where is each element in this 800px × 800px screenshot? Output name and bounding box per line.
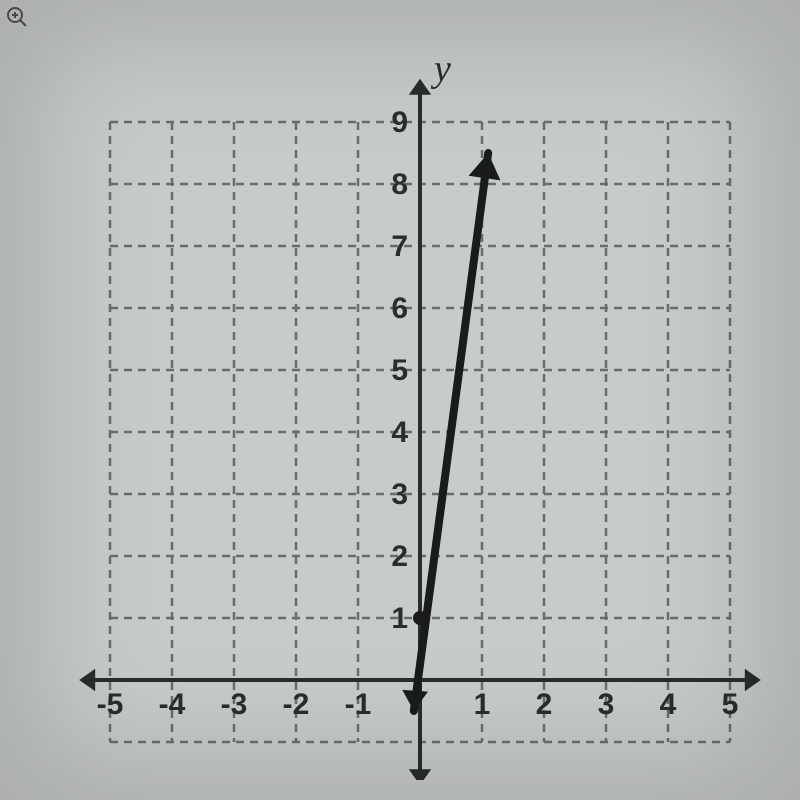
- svg-text:5: 5: [391, 354, 408, 387]
- svg-text:-3: -3: [221, 688, 248, 721]
- svg-text:-5: -5: [97, 688, 124, 721]
- y-axis-label: y: [430, 48, 451, 90]
- svg-text:1: 1: [474, 688, 491, 721]
- coordinate-plane-chart: -5-4-3-2-112345123456789xy: [30, 20, 770, 780]
- svg-text:8: 8: [391, 168, 408, 201]
- svg-text:4: 4: [391, 416, 408, 449]
- svg-text:9: 9: [391, 106, 408, 139]
- svg-text:7: 7: [391, 230, 408, 263]
- svg-text:2: 2: [391, 540, 408, 573]
- plot-point: [413, 611, 427, 625]
- svg-text:-2: -2: [283, 688, 310, 721]
- zoom-icon: [5, 5, 29, 29]
- svg-text:3: 3: [598, 688, 615, 721]
- svg-text:3: 3: [391, 478, 408, 511]
- svg-text:6: 6: [391, 292, 408, 325]
- svg-text:2: 2: [536, 688, 553, 721]
- svg-text:5: 5: [722, 688, 739, 721]
- svg-text:4: 4: [660, 688, 677, 721]
- svg-text:1: 1: [391, 602, 408, 635]
- svg-text:-4: -4: [159, 688, 186, 721]
- svg-text:-1: -1: [345, 688, 372, 721]
